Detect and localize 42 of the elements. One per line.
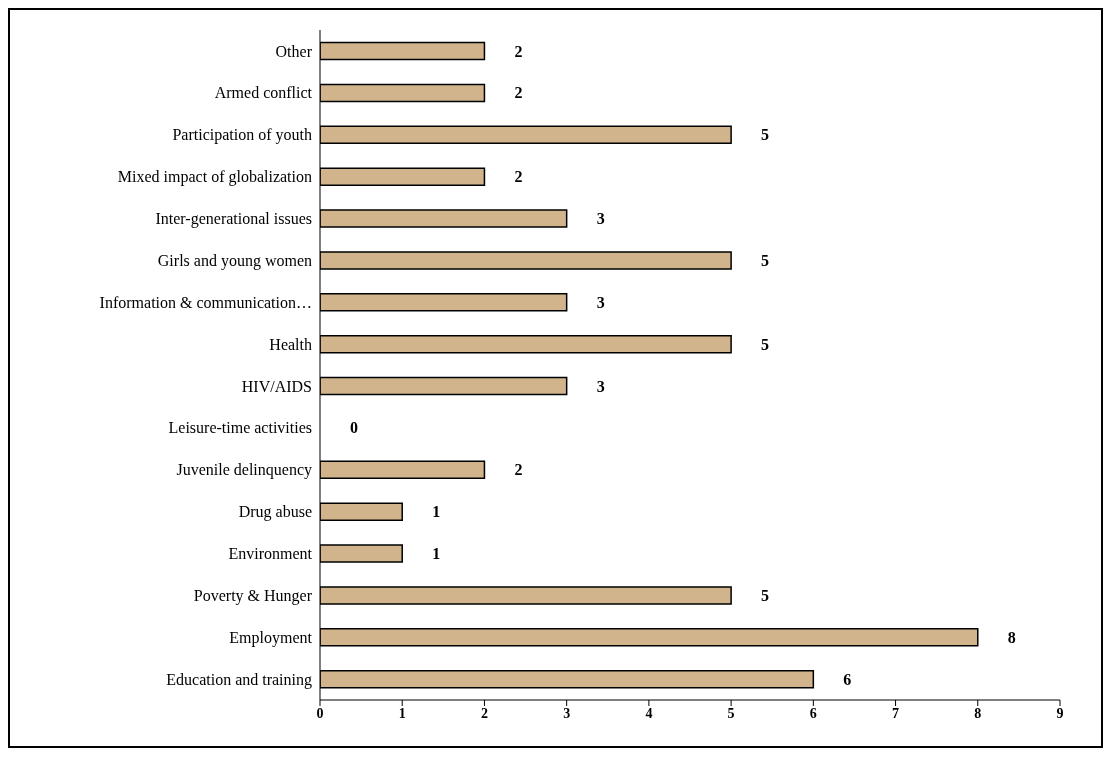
x-tick-label: 5 [727, 705, 735, 721]
data-label: 2 [514, 42, 523, 60]
x-tick-label: 8 [974, 705, 982, 721]
data-label: 8 [1007, 628, 1016, 646]
y-tick-label: Leisure-time activities [168, 419, 312, 437]
y-tick-label: Armed conflict [214, 84, 313, 102]
data-label: 5 [761, 586, 770, 604]
x-tick-label: 7 [892, 705, 900, 721]
y-tick-label: Employment [229, 628, 313, 647]
x-tick-label: 3 [563, 705, 571, 721]
data-label: 3 [596, 210, 605, 228]
y-tick-label: Information & communication… [99, 293, 312, 311]
y-tick-label: HIV/AIDS [241, 377, 312, 395]
x-tick-label: 1 [398, 705, 406, 721]
y-tick-label: Drug abuse [238, 503, 312, 522]
y-tick-label: Education and training [166, 670, 312, 689]
data-label: 3 [596, 377, 605, 395]
y-tick-label: Environment [228, 545, 313, 563]
data-label: 0 [350, 419, 358, 437]
y-tick-label: Mixed impact of globalization [117, 168, 312, 187]
x-tick-label: 6 [809, 705, 817, 721]
y-tick-label: Girls and young women [157, 251, 312, 270]
x-tick-label: 4 [645, 705, 653, 721]
x-tick-label: 2 [480, 705, 488, 721]
data-label: 3 [596, 293, 605, 311]
y-tick-label: Health [269, 335, 312, 353]
y-tick-label: Other [275, 42, 313, 60]
x-tick-label: 9 [1056, 705, 1064, 721]
y-tick-label: Inter-generational issues [155, 210, 312, 229]
data-label: 6 [843, 670, 852, 688]
data-label: 5 [761, 126, 770, 144]
y-tick-label: Poverty & Hunger [193, 586, 313, 605]
data-label: 2 [514, 168, 523, 186]
y-tick-label: Participation of youth [172, 126, 312, 145]
data-label: 1 [432, 545, 441, 563]
data-label: 2 [514, 461, 523, 479]
data-label: 1 [432, 503, 441, 521]
data-label: 5 [761, 335, 770, 353]
x-tick-label: 0 [316, 705, 324, 721]
data-label: 2 [514, 84, 523, 102]
y-tick-label: Juvenile delinquency [176, 461, 312, 480]
data-label: 5 [761, 251, 770, 269]
